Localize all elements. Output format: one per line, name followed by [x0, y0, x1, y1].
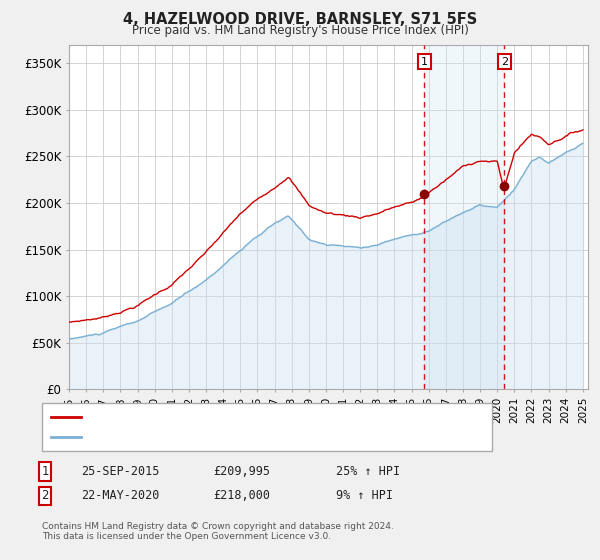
Text: Contains HM Land Registry data © Crown copyright and database right 2024.
This d: Contains HM Land Registry data © Crown c… [42, 522, 394, 542]
Text: £209,995: £209,995 [213, 465, 270, 478]
Text: 4, HAZELWOOD DRIVE, BARNSLEY, S71 5FS (detached house): 4, HAZELWOOD DRIVE, BARNSLEY, S71 5FS (d… [87, 412, 431, 422]
Bar [424, 45, 505, 389]
Text: 1: 1 [421, 57, 428, 67]
Text: 2: 2 [501, 57, 508, 67]
Text: HPI: Average price, detached house, Barnsley: HPI: Average price, detached house, Barn… [87, 432, 342, 442]
Text: 25-SEP-2015: 25-SEP-2015 [81, 465, 160, 478]
Text: 9% ↑ HPI: 9% ↑ HPI [336, 489, 393, 502]
Text: £218,000: £218,000 [213, 489, 270, 502]
Text: 22-MAY-2020: 22-MAY-2020 [81, 489, 160, 502]
Text: 25% ↑ HPI: 25% ↑ HPI [336, 465, 400, 478]
Text: 1: 1 [41, 465, 49, 478]
Text: 4, HAZELWOOD DRIVE, BARNSLEY, S71 5FS: 4, HAZELWOOD DRIVE, BARNSLEY, S71 5FS [123, 12, 477, 27]
Text: 2: 2 [41, 489, 49, 502]
Text: Price paid vs. HM Land Registry's House Price Index (HPI): Price paid vs. HM Land Registry's House … [131, 24, 469, 36]
